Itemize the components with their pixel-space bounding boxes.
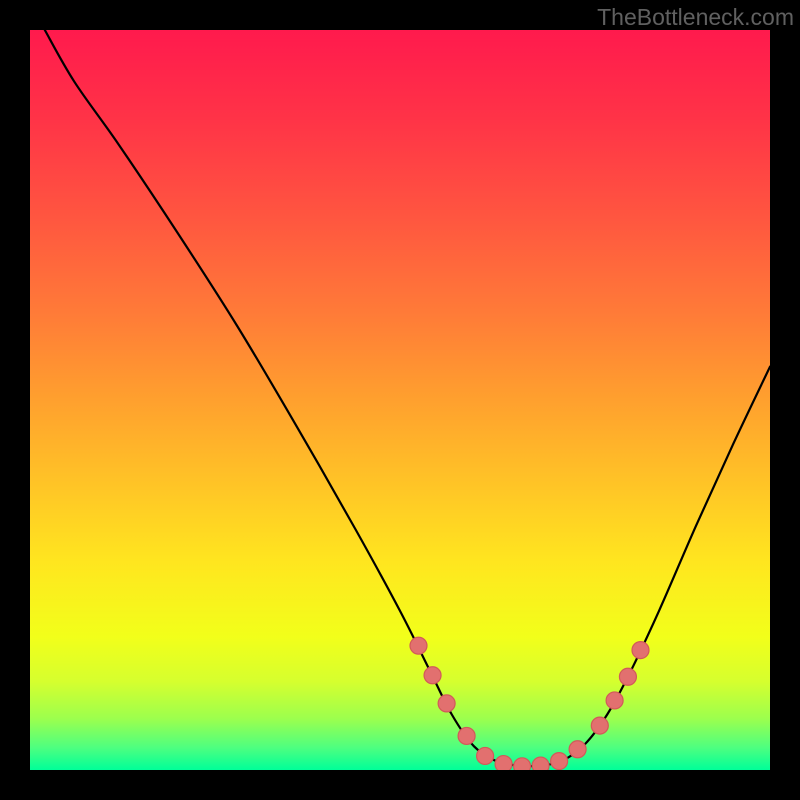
curve-marker (591, 717, 608, 734)
curve-marker (619, 668, 636, 685)
curve-marker (438, 695, 455, 712)
watermark-text: TheBottleneck.com (597, 4, 794, 31)
curve-marker (551, 753, 568, 770)
curve-marker (532, 757, 549, 770)
curve-marker (514, 758, 531, 770)
curve-marker (632, 642, 649, 659)
curve-marker (569, 741, 586, 758)
curve-marker (410, 637, 427, 654)
curve-marker (606, 692, 623, 709)
bottleneck-curve-chart (30, 30, 770, 770)
curve-marker (458, 727, 475, 744)
curve-marker (495, 756, 512, 770)
curve-marker (424, 667, 441, 684)
chart-root: TheBottleneck.com (0, 0, 800, 800)
curve-marker (477, 747, 494, 764)
chart-background (30, 30, 770, 770)
